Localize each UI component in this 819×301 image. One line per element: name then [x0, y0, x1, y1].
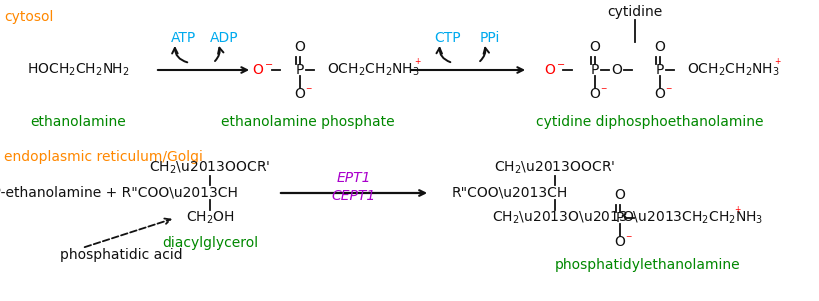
Text: P: P [656, 63, 664, 77]
Text: ADP: ADP [210, 31, 238, 45]
Text: R"COO\u2013CH: R"COO\u2013CH [452, 186, 568, 200]
Text: ethanolamine phosphate: ethanolamine phosphate [221, 115, 395, 129]
Text: cytidine diphosphoethanolamine: cytidine diphosphoethanolamine [536, 115, 764, 129]
Text: $^-$: $^-$ [624, 234, 634, 244]
Text: $^+$: $^+$ [414, 57, 423, 67]
Text: OCH$_2$CH$_2$NH$_3$: OCH$_2$CH$_2$NH$_3$ [327, 62, 419, 78]
Text: cytidine: cytidine [608, 5, 663, 19]
Text: O: O [654, 40, 665, 54]
Text: CH$_2$\u2013OOCR': CH$_2$\u2013OOCR' [495, 160, 616, 176]
Text: O: O [614, 188, 626, 202]
Text: O: O [654, 87, 665, 101]
Text: O: O [590, 87, 600, 101]
Text: O: O [295, 87, 305, 101]
Text: CEPT1: CEPT1 [332, 189, 376, 203]
Text: CH$_2$\u2013O\u2013: CH$_2$\u2013O\u2013 [492, 210, 628, 226]
Text: P: P [296, 63, 304, 77]
Text: PPi: PPi [480, 31, 500, 45]
Text: CH$_2$\u2013OOCR': CH$_2$\u2013OOCR' [149, 160, 270, 176]
Text: $^+$: $^+$ [773, 57, 783, 67]
Text: cytosol: cytosol [4, 10, 53, 24]
Text: $^-$: $^-$ [305, 86, 314, 96]
Text: OCH$_2$CH$_2$NH$_3$: OCH$_2$CH$_2$NH$_3$ [687, 62, 779, 78]
Text: O\u2013CH$_2$CH$_2$NH$_3$: O\u2013CH$_2$CH$_2$NH$_3$ [622, 210, 763, 226]
Text: O: O [612, 63, 622, 77]
Text: $^+$: $^+$ [733, 205, 743, 215]
Text: diacylglycerol: diacylglycerol [162, 236, 258, 250]
Text: O$^-$: O$^-$ [252, 63, 274, 77]
Text: EPT1: EPT1 [337, 171, 371, 185]
Text: $^-$: $^-$ [600, 86, 609, 96]
Text: ethanolamine: ethanolamine [30, 115, 126, 129]
Text: CH$_2$OH: CH$_2$OH [186, 210, 234, 226]
Text: phosphatidic acid: phosphatidic acid [60, 248, 183, 262]
Text: O: O [590, 40, 600, 54]
Text: O$^-$: O$^-$ [544, 63, 566, 77]
Text: phosphatidylethanolamine: phosphatidylethanolamine [555, 258, 741, 272]
Text: O: O [614, 235, 626, 249]
Text: P: P [616, 211, 624, 225]
Text: $^-$: $^-$ [664, 86, 673, 96]
Text: CTP: CTP [435, 31, 461, 45]
Text: endoplasmic reticulum/Golgi: endoplasmic reticulum/Golgi [4, 150, 203, 164]
Text: O: O [295, 40, 305, 54]
Text: ATP: ATP [171, 31, 197, 45]
Text: CDP-ethanolamine + R"COO\u2013CH: CDP-ethanolamine + R"COO\u2013CH [0, 186, 238, 200]
Text: P: P [590, 63, 600, 77]
Text: HOCH$_2$CH$_2$NH$_2$: HOCH$_2$CH$_2$NH$_2$ [27, 62, 129, 78]
